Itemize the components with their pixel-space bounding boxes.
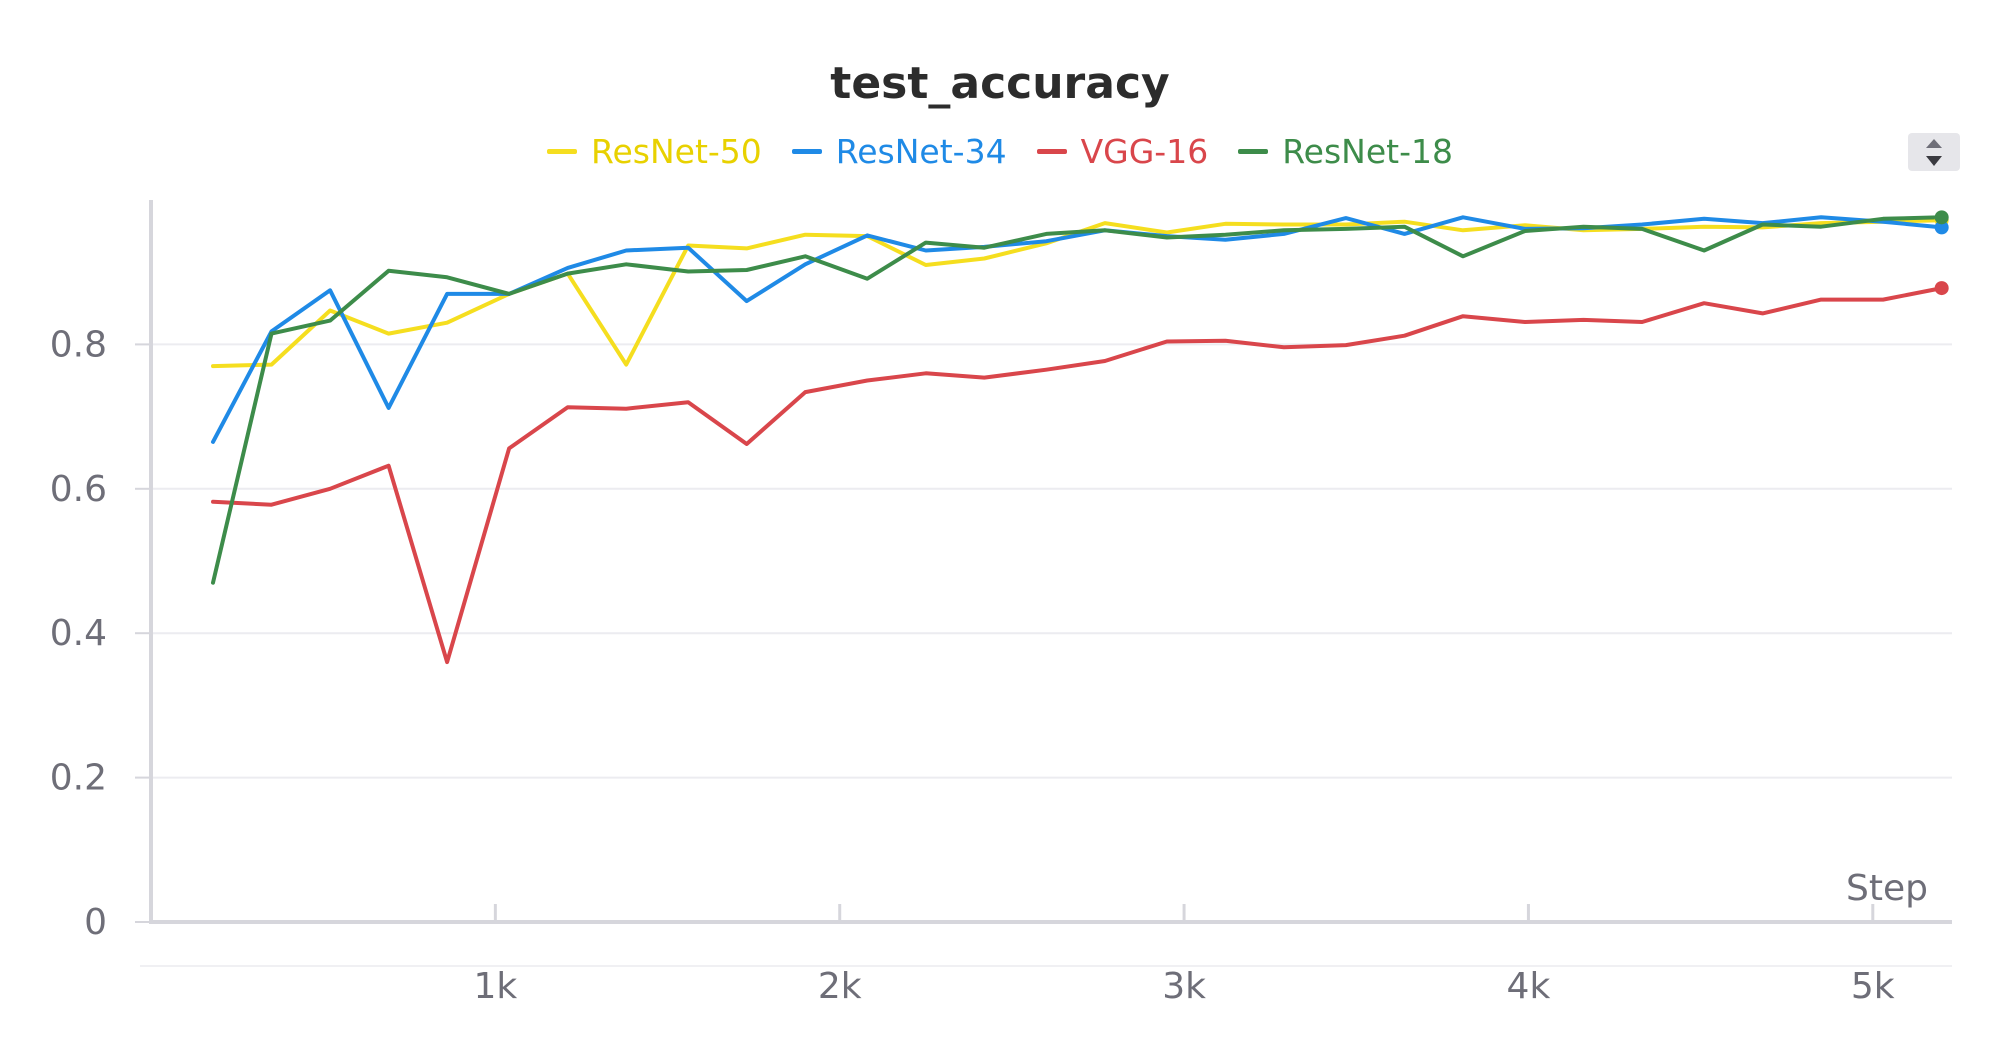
chart-title: test_accuracy (830, 58, 1170, 109)
legend-item-resnet-50[interactable]: ResNet-50 (547, 132, 762, 171)
y-tick-label: 0.4 (50, 613, 107, 654)
x-axis-label: Step (1846, 868, 1928, 909)
legend-swatch (547, 149, 578, 154)
y-tick-label: 0.8 (50, 324, 107, 365)
series-end-point-resnet-18[interactable] (1934, 210, 1949, 225)
y-tick-label: 0.6 (50, 469, 107, 510)
legend-swatch (1238, 149, 1269, 154)
y-tick-label: 0 (84, 902, 107, 943)
legend-label: ResNet-34 (835, 132, 1007, 171)
legend: ResNet-50 ResNet-34 VGG-16 ResNet-18 (0, 132, 2000, 171)
legend-label: ResNet-50 (591, 132, 762, 171)
x-tick-label: 2k (818, 966, 862, 1007)
legend-label: ResNet-18 (1282, 132, 1453, 171)
series-line-vgg-16[interactable] (211, 286, 1944, 665)
legend-item-vgg-16[interactable]: VGG-16 (1036, 132, 1209, 171)
legend-scroll-arrows[interactable] (1908, 133, 1960, 171)
series-end-point-vgg-16[interactable] (1934, 281, 1949, 296)
legend-label: VGG-16 (1080, 132, 1209, 171)
scroll-arrows-icon (1926, 139, 1942, 166)
series-end-point-resnet-34[interactable] (1934, 220, 1949, 235)
x-tick-label: 1k (473, 966, 517, 1007)
series-line-resnet-18[interactable] (211, 215, 1944, 585)
legend-item-resnet-18[interactable]: ResNet-18 (1238, 132, 1453, 171)
legend-swatch (791, 149, 822, 154)
x-tick-label: 4k (1507, 966, 1551, 1007)
x-tick-label: 3k (1162, 966, 1206, 1007)
series-line-resnet-34[interactable] (211, 215, 1944, 444)
legend-item-resnet-34[interactable]: ResNet-34 (791, 132, 1007, 171)
legend-swatch (1036, 149, 1067, 154)
x-tick-label: 5k (1851, 966, 1895, 1007)
y-tick-label: 0.2 (50, 758, 107, 799)
